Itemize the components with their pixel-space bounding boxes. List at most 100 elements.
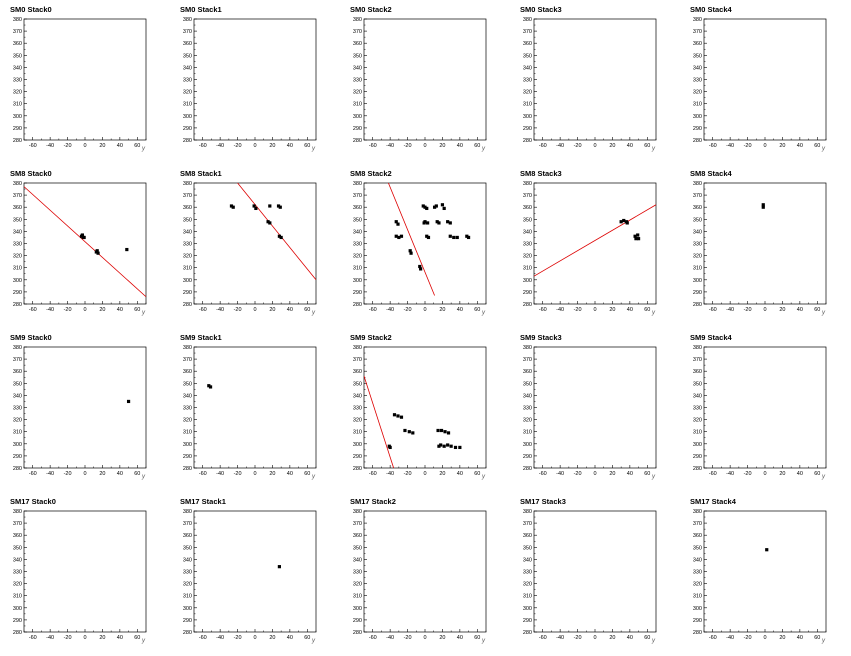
x-tick-label: 20 xyxy=(269,471,275,477)
y-tick-label: 320 xyxy=(13,90,22,96)
y-tick-label: 330 xyxy=(353,242,362,248)
x-tick-label: 0 xyxy=(763,307,766,313)
x-tick-label: -40 xyxy=(556,143,564,149)
plot-area: 280 290 300 310 320 330 340 350 360 370 380 -60 -40 -… xyxy=(693,509,827,644)
panel-sm0-stack2: SM0 Stack2 280 290 300 310 320 330 340 350 360 370… xyxy=(340,0,510,164)
y-tick-label: 370 xyxy=(353,29,362,35)
y-tick-label: 320 xyxy=(353,418,362,424)
data-point xyxy=(418,264,422,269)
panel-title: SM0 Stack4 xyxy=(690,5,732,14)
x-tick-label: 60 xyxy=(134,307,140,313)
y-tick-label: 380 xyxy=(523,17,532,23)
x-tick-label: -20 xyxy=(574,307,582,313)
x-tick-label: 40 xyxy=(627,471,633,477)
y-tick-label: 300 xyxy=(353,606,362,612)
y-tick-label: 380 xyxy=(353,345,362,351)
panel-title: SM9 Stack4 xyxy=(690,333,732,342)
data-point xyxy=(437,444,441,448)
panel-sm17-stack0: SM17 Stack0 280 290 300 310 320 330 340 350 360 37… xyxy=(0,492,170,656)
y-tick-label: 330 xyxy=(183,78,192,84)
data-point xyxy=(208,385,213,389)
y-tick-label: 330 xyxy=(353,78,362,84)
x-tick-label: -20 xyxy=(574,471,582,477)
y-tick-label: 280 xyxy=(523,630,532,636)
x-tick-label: 60 xyxy=(134,635,140,641)
x-tick-label: 40 xyxy=(797,307,803,313)
x-axis-label: y xyxy=(481,638,486,644)
x-tick-label: -20 xyxy=(234,307,242,313)
y-tick-label: 370 xyxy=(523,357,532,363)
y-tick-label: 370 xyxy=(523,193,532,199)
x-tick-label: 20 xyxy=(99,471,105,477)
x-tick-label: 20 xyxy=(609,307,615,313)
y-tick-label: 370 xyxy=(523,521,532,527)
panel-title: SM0 Stack1 xyxy=(180,5,222,14)
y-tick-label: 370 xyxy=(693,193,702,199)
y-tick-label: 370 xyxy=(353,521,362,527)
y-tick-label: 350 xyxy=(183,217,192,223)
y-tick-label: 310 xyxy=(693,266,702,272)
plot-area: 280 290 300 310 320 330 340 350 360 370 380 -60 -40 -… xyxy=(353,509,487,644)
panel-title: SM0 Stack0 xyxy=(10,5,52,14)
y-tick-label: 280 xyxy=(693,138,702,144)
x-axis-label: y xyxy=(481,310,486,316)
y-tick-label: 290 xyxy=(13,126,22,132)
x-tick-label: 40 xyxy=(797,635,803,641)
x-tick-label: 20 xyxy=(99,635,105,641)
x-tick-label: -20 xyxy=(64,143,72,149)
data-point xyxy=(439,428,444,433)
x-axis-label: y xyxy=(141,638,146,644)
y-tick-label: 300 xyxy=(13,114,22,120)
y-tick-label: 300 xyxy=(353,278,362,284)
y-tick-label: 370 xyxy=(353,357,362,363)
data-point xyxy=(439,443,443,447)
panel-sm17-stack3: SM17 Stack3 280 290 300 310 320 330 340 350 360 37… xyxy=(510,492,680,656)
y-tick-label: 340 xyxy=(13,229,22,235)
x-tick-label: 40 xyxy=(287,143,293,149)
y-tick-label: 380 xyxy=(693,181,702,187)
x-tick-label: -40 xyxy=(386,635,394,641)
y-tick-label: 290 xyxy=(523,290,532,296)
y-tick-label: 320 xyxy=(183,582,192,588)
y-tick-label: 350 xyxy=(353,545,362,551)
plot-area: 280 290 300 310 320 330 340 350 360 370 380 -60 -40 -… xyxy=(353,181,487,316)
y-tick-label: 300 xyxy=(183,114,192,120)
y-tick-label: 320 xyxy=(183,418,192,424)
y-tick-label: 360 xyxy=(353,369,362,375)
data-point xyxy=(765,548,769,552)
y-tick-label: 350 xyxy=(353,217,362,223)
plot-frame xyxy=(363,510,487,633)
x-tick-label: 60 xyxy=(814,471,820,477)
x-tick-label: 40 xyxy=(797,471,803,477)
y-tick-label: 310 xyxy=(353,102,362,108)
data-point xyxy=(446,431,451,435)
data-point xyxy=(633,234,637,238)
plot-frame xyxy=(23,346,147,469)
plot-area: 280 290 300 310 320 330 340 350 360 370 380 -60 -40 -… xyxy=(523,181,657,316)
y-tick-label: 360 xyxy=(693,205,702,211)
x-tick-label: -60 xyxy=(709,307,717,313)
x-tick-label: -40 xyxy=(726,143,734,149)
x-tick-label: -40 xyxy=(726,307,734,313)
x-tick-label: 0 xyxy=(593,635,596,641)
panel-title: SM17 Stack0 xyxy=(10,497,56,506)
x-tick-label: -40 xyxy=(556,635,564,641)
data-point xyxy=(96,251,100,255)
y-tick-label: 340 xyxy=(353,393,362,399)
x-tick-label: -40 xyxy=(46,635,54,641)
x-tick-label: 20 xyxy=(269,143,275,149)
panel-sm9-stack0: SM9 Stack0 280 290 300 310 320 330 340 350 360 370… xyxy=(0,328,170,492)
x-tick-label: -60 xyxy=(709,143,717,149)
plot-frame xyxy=(533,346,657,469)
panel-sm0-stack0: SM0 Stack0 280 290 300 310 320 330 340 350 360 370… xyxy=(0,0,170,164)
plot-frame xyxy=(533,510,657,633)
y-tick-label: 310 xyxy=(13,430,22,436)
panel-title: SM17 Stack2 xyxy=(350,497,396,506)
x-tick-label: 0 xyxy=(763,471,766,477)
x-tick-label: -40 xyxy=(556,307,564,313)
panel-title: SM8 Stack3 xyxy=(520,169,562,178)
data-point xyxy=(80,233,84,237)
x-tick-label: 40 xyxy=(457,143,463,149)
y-tick-label: 310 xyxy=(183,594,192,600)
y-tick-label: 290 xyxy=(183,618,192,624)
